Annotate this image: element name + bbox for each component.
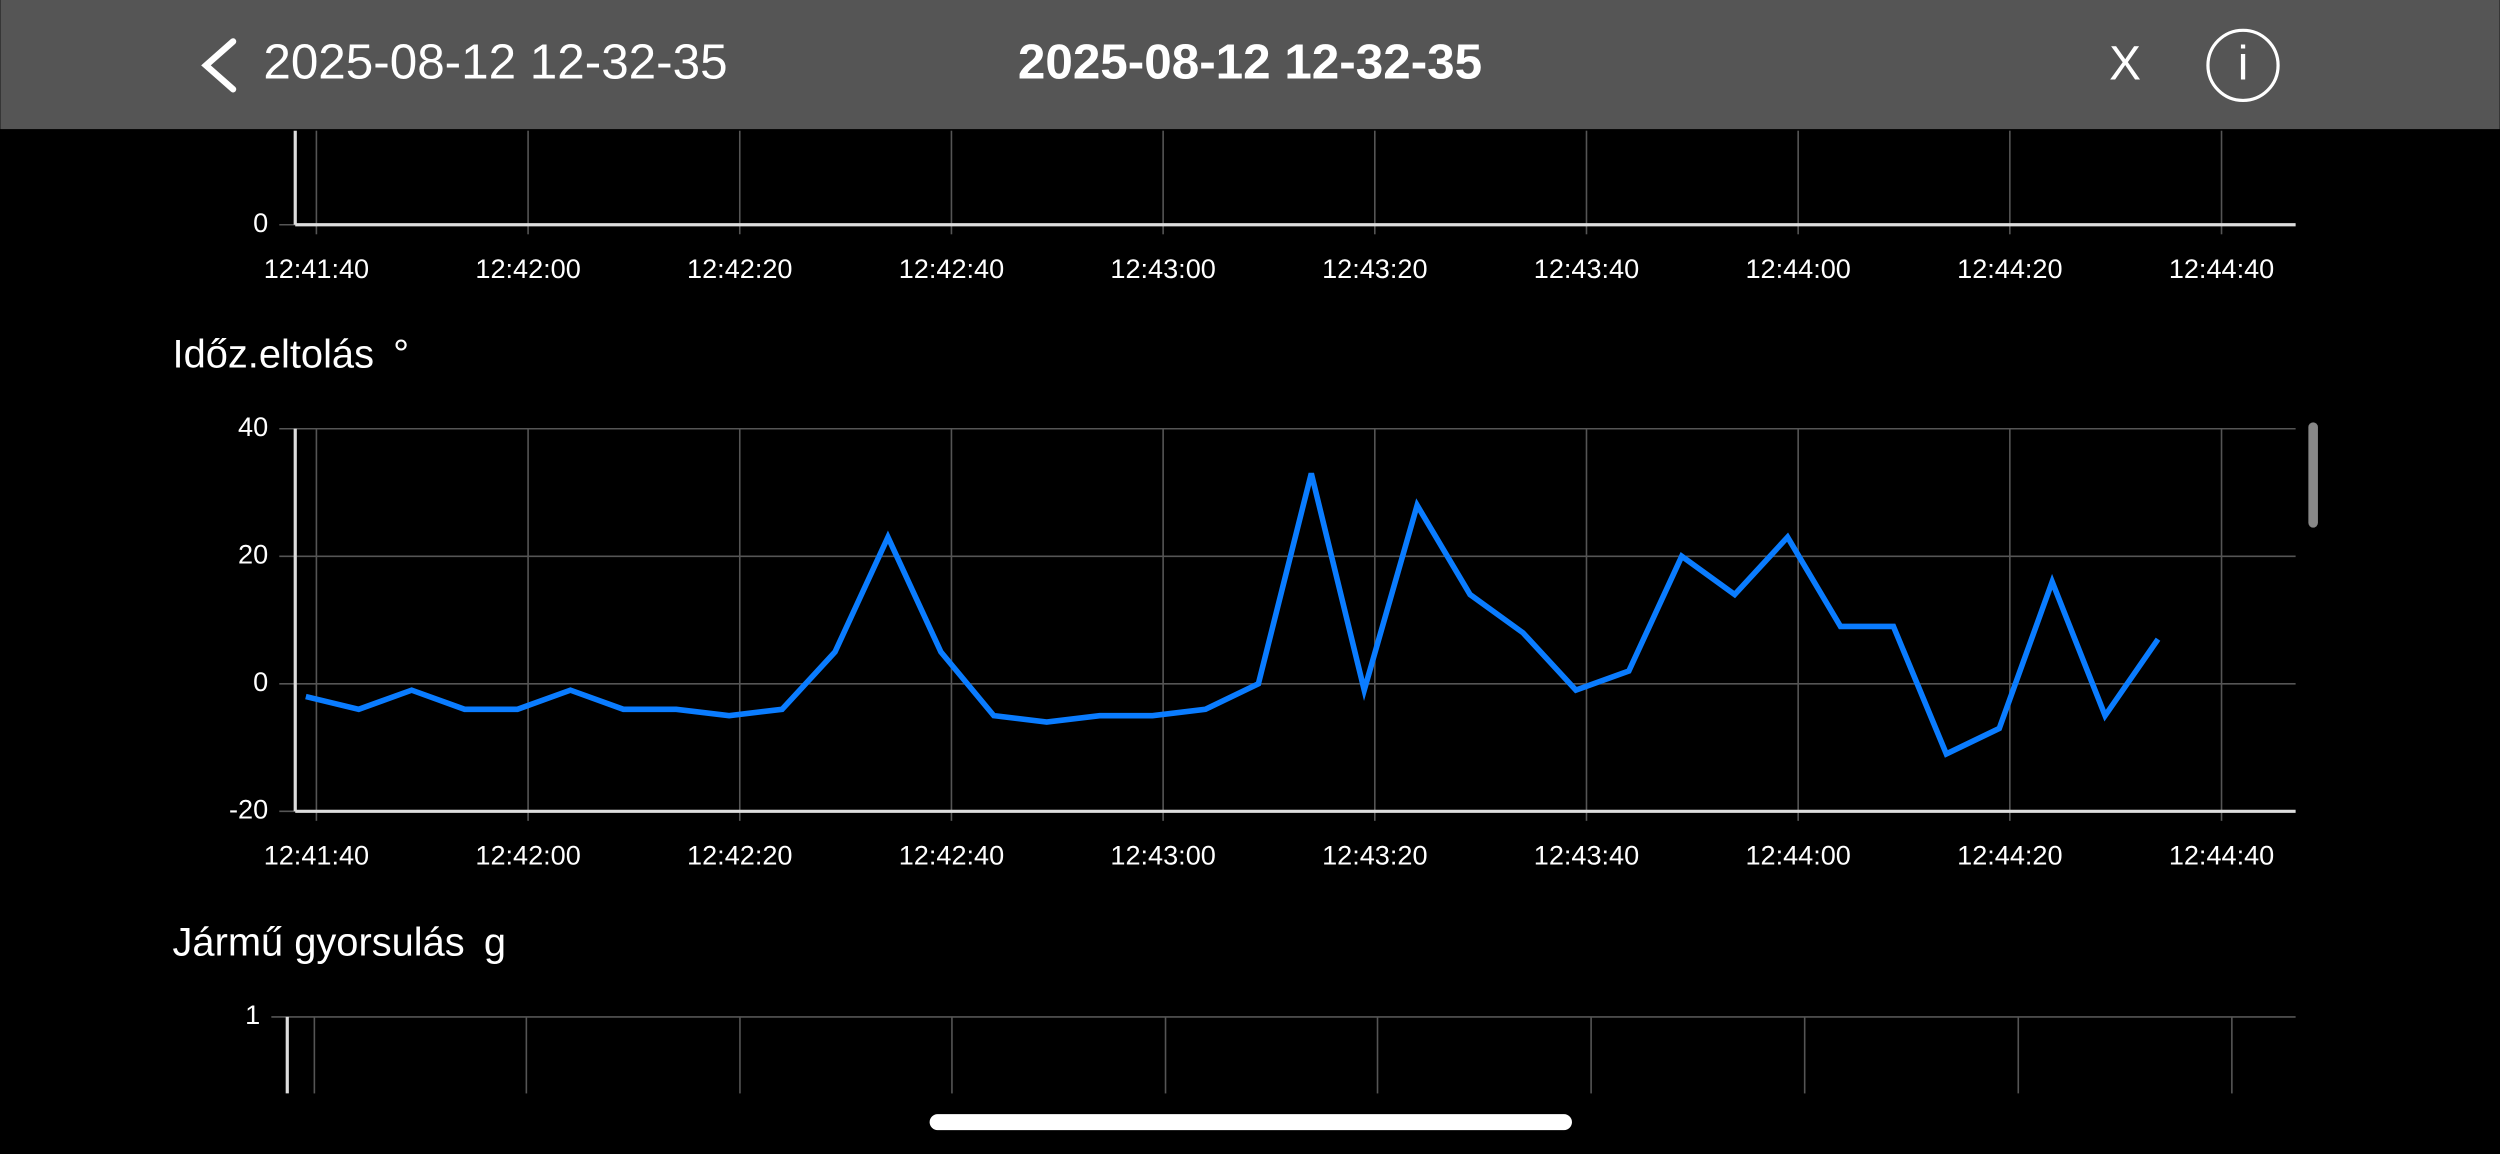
x-tick-label: 12:42:00 — [475, 253, 580, 284]
scrollbar[interactable] — [2308, 422, 2318, 528]
home-indicator — [929, 1114, 1572, 1131]
chart-title: Időz.eltolás — [173, 333, 374, 377]
x-tick-label: 12:43:20 — [1322, 840, 1427, 871]
charts: 0 12:41:40 12:42:00 12:42:20 12:42:40 12:43:0… — [173, 130, 2296, 1030]
x-tick-label: 12:41:40 — [264, 253, 369, 284]
chart-unit: g — [484, 921, 506, 965]
x-tick-label: 12:43:20 — [1322, 253, 1427, 284]
x-tick-label: 12:44:00 — [1745, 253, 1850, 284]
x-tick-label: 12:44:20 — [1957, 253, 2062, 284]
info-button[interactable]: i — [2238, 38, 2249, 91]
x-tick-label: 12:42:40 — [899, 840, 1004, 871]
back-label[interactable]: 2025-08-12 12-32-35 — [263, 34, 727, 89]
x-tick-label: 12:42:00 — [475, 840, 580, 871]
x-tick-label: 12:43:00 — [1110, 840, 1215, 871]
chart-unit: ° — [393, 333, 409, 377]
data-line — [305, 472, 2161, 758]
x-tick-label: 12:43:00 — [1110, 253, 1215, 284]
x-tick-label: 12:44:40 — [2169, 840, 2274, 871]
x-tick-label: 12:41:40 — [264, 840, 369, 871]
close-button[interactable]: X — [2109, 38, 2141, 91]
info-circle[interactable] — [2206, 28, 2280, 103]
x-tick-label: 12:42:40 — [899, 253, 1004, 284]
header-title: 2025-08-12 12-32-35 — [1018, 34, 1482, 89]
y-tick-label: -20 — [229, 793, 268, 824]
x-tick-label: 12:44:20 — [1957, 840, 2062, 871]
x-tick-label: 12:43:40 — [1534, 840, 1639, 871]
chart-title: Jármű gyorsulás — [173, 921, 465, 965]
x-tick-label: 12:42:20 — [687, 840, 792, 871]
y-tick-label: 0 — [253, 666, 268, 697]
y-tick-label: 40 — [238, 411, 268, 442]
x-tick-label: 12:42:20 — [687, 253, 792, 284]
back-icon[interactable] — [201, 38, 237, 93]
y-tick-label: 1 — [245, 999, 260, 1030]
x-tick-label: 12:43:40 — [1534, 253, 1639, 284]
x-tick-label: 12:44:00 — [1745, 840, 1850, 871]
y-tick-label: 20 — [238, 538, 268, 569]
x-tick-label: 12:44:40 — [2169, 253, 2274, 284]
bottom-grid — [285, 1016, 2233, 1094]
y-tick-label: 0 — [253, 207, 268, 238]
header-bar — [0, 0, 2500, 130]
